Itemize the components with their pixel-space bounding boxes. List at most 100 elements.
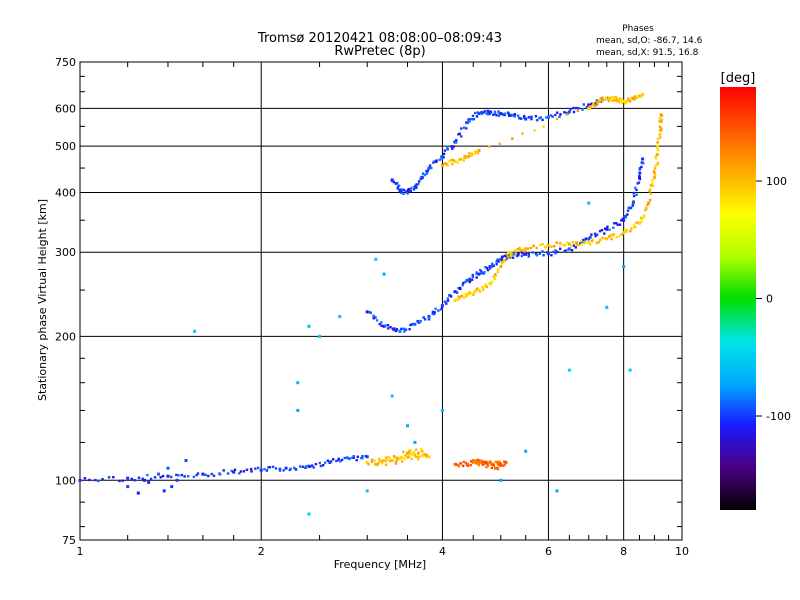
data-point xyxy=(604,227,607,230)
data-point xyxy=(505,257,509,260)
data-point xyxy=(398,329,402,333)
data-point xyxy=(409,323,412,327)
data-point xyxy=(230,469,233,473)
data-point xyxy=(418,455,421,459)
data-point xyxy=(656,144,659,148)
data-point xyxy=(546,243,550,247)
data-point xyxy=(427,455,431,459)
data-point xyxy=(541,243,544,246)
data-point xyxy=(455,141,458,144)
data-point xyxy=(587,237,591,241)
data-point xyxy=(365,489,369,493)
phase-box-line-x: mean, sd,X: 91.5, 16.8 xyxy=(596,48,699,58)
data-point xyxy=(580,239,583,243)
data-point xyxy=(343,456,346,460)
data-point xyxy=(556,111,559,114)
data-point xyxy=(339,460,342,463)
data-point xyxy=(398,457,402,461)
data-point xyxy=(517,252,520,255)
data-point xyxy=(413,440,417,444)
data-point xyxy=(563,249,566,253)
data-point xyxy=(608,228,611,231)
data-point xyxy=(464,461,467,464)
data-point xyxy=(545,116,548,119)
data-point xyxy=(278,469,282,472)
grid-lines xyxy=(80,62,682,540)
data-point xyxy=(565,241,569,244)
data-point xyxy=(442,156,445,159)
data-point xyxy=(232,470,236,474)
data-point xyxy=(304,466,307,469)
data-point xyxy=(497,269,500,272)
data-point xyxy=(598,230,602,233)
data-point xyxy=(130,477,133,481)
data-point xyxy=(404,328,408,331)
data-point xyxy=(78,478,82,482)
data-point xyxy=(394,462,397,465)
data-point xyxy=(488,112,491,116)
data-point xyxy=(445,302,448,305)
data-point xyxy=(622,218,626,222)
data-point xyxy=(196,472,200,475)
data-point xyxy=(392,328,395,332)
data-point xyxy=(550,245,553,248)
data-point xyxy=(423,318,427,321)
data-point xyxy=(337,458,340,462)
data-point xyxy=(391,327,394,330)
data-point xyxy=(451,162,454,166)
data-point xyxy=(559,242,562,245)
data-point xyxy=(512,253,516,256)
data-point xyxy=(471,275,475,279)
data-point xyxy=(494,273,497,276)
data-point xyxy=(318,461,321,465)
data-point xyxy=(378,457,381,460)
data-point xyxy=(612,233,616,236)
data-point xyxy=(570,249,574,252)
data-point xyxy=(493,110,497,113)
data-point xyxy=(624,214,628,218)
data-point xyxy=(233,468,237,471)
data-point xyxy=(485,460,488,464)
data-point xyxy=(372,317,375,320)
data-point xyxy=(479,459,483,462)
data-point xyxy=(534,252,538,256)
data-point xyxy=(435,160,438,163)
data-point xyxy=(599,238,602,242)
data-point xyxy=(629,230,632,233)
data-point xyxy=(494,274,497,277)
data-point xyxy=(374,316,377,319)
data-point xyxy=(450,145,453,148)
data-point xyxy=(620,97,623,101)
data-point xyxy=(485,462,489,465)
data-point xyxy=(175,478,179,482)
data-point xyxy=(485,285,488,289)
data-point xyxy=(465,155,469,159)
data-point xyxy=(417,452,420,455)
data-point xyxy=(335,459,338,463)
data-point xyxy=(210,472,213,476)
data-point xyxy=(614,96,618,99)
data-point xyxy=(284,466,288,470)
data-point xyxy=(386,458,389,462)
data-point xyxy=(388,456,391,459)
data-point xyxy=(409,189,412,192)
data-point xyxy=(638,221,641,225)
data-point xyxy=(263,467,266,471)
data-point xyxy=(307,512,311,516)
data-point xyxy=(554,249,557,252)
data-point xyxy=(425,455,428,458)
data-point xyxy=(544,245,547,249)
data-point xyxy=(596,103,599,106)
data-point xyxy=(539,116,542,119)
data-point xyxy=(477,148,481,152)
data-point xyxy=(204,473,207,477)
data-point xyxy=(530,117,533,121)
data-point xyxy=(485,266,489,270)
data-point xyxy=(382,324,386,328)
data-point xyxy=(598,100,602,103)
data-point xyxy=(535,119,539,122)
data-point xyxy=(499,265,503,268)
data-point xyxy=(491,280,494,283)
data-point xyxy=(511,114,514,117)
data-point xyxy=(467,293,470,296)
